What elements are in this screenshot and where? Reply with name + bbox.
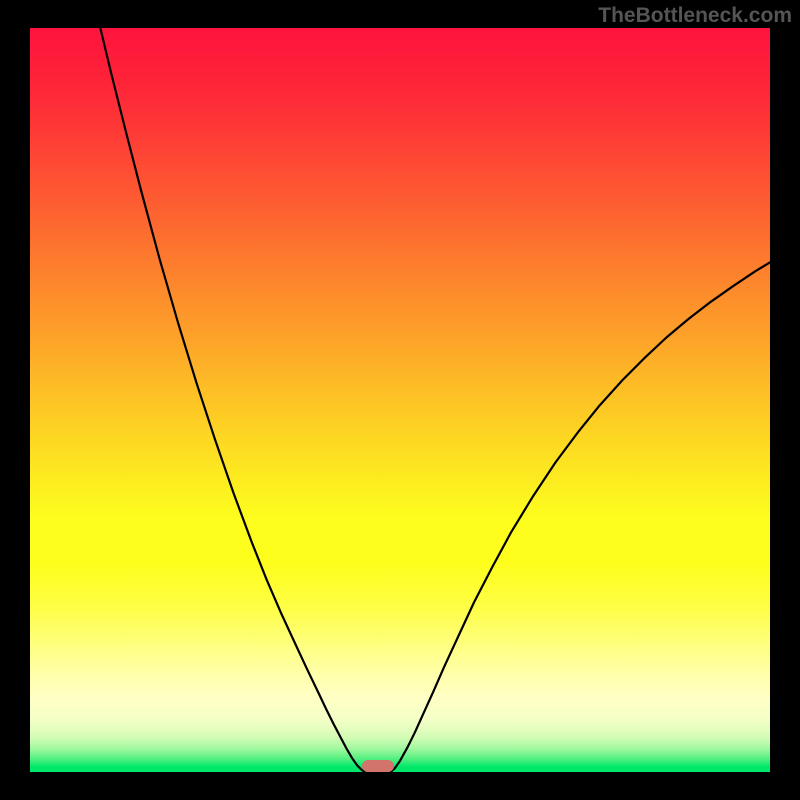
chart-container: TheBottleneck.com xyxy=(0,0,800,800)
watermark-label: TheBottleneck.com xyxy=(598,4,792,28)
optimum-marker xyxy=(362,760,394,771)
plot-area xyxy=(30,28,770,772)
bottleneck-curve xyxy=(30,28,770,772)
